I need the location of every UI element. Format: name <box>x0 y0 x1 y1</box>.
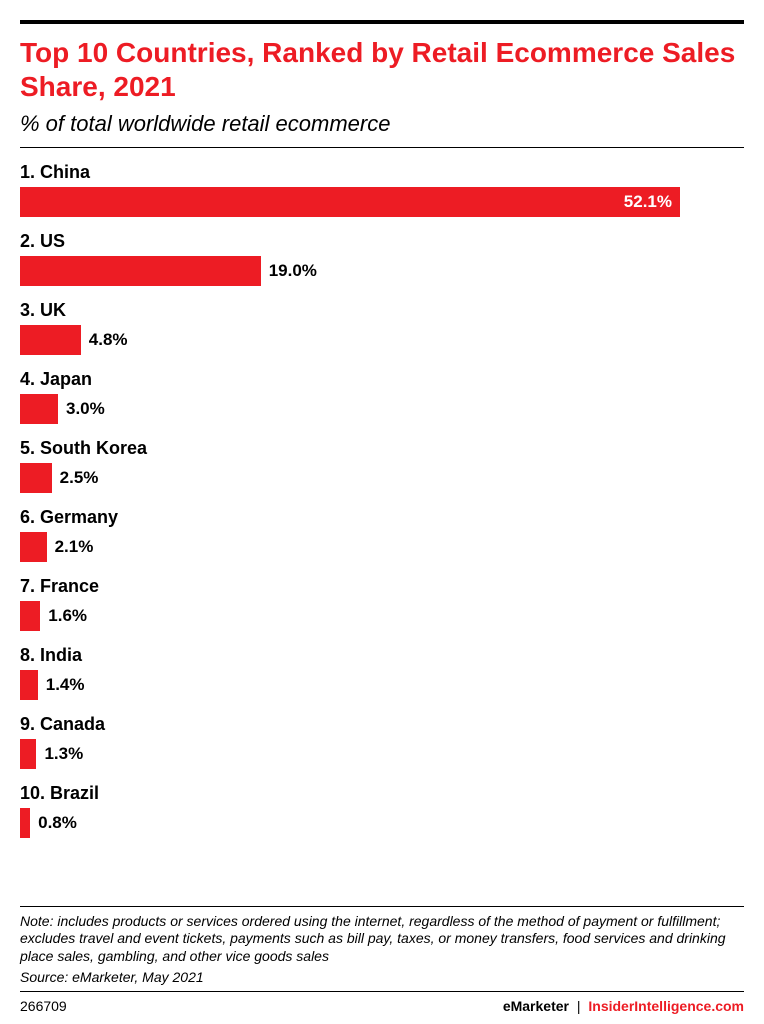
bar <box>20 394 58 424</box>
bar-value: 1.6% <box>48 606 87 626</box>
bar <box>20 601 40 631</box>
chart-row: 4. Japan 3.0% <box>20 369 744 424</box>
bar-value: 2.5% <box>60 468 99 488</box>
bar-line: 0.8% <box>20 808 744 838</box>
row-label: 3. UK <box>20 300 744 321</box>
bar-value: 0.8% <box>38 813 77 833</box>
bar-line: 52.1% <box>20 187 744 217</box>
bar: 52.1% <box>20 187 680 217</box>
bar <box>20 325 81 355</box>
bar-line: 1.4% <box>20 670 744 700</box>
bar-value: 2.1% <box>55 537 94 557</box>
chart-row: 7. France 1.6% <box>20 576 744 631</box>
bottom-line: 266709 eMarketer | InsiderIntelligence.c… <box>20 998 744 1014</box>
row-label: 1. China <box>20 162 744 183</box>
chart-row: 1. China 52.1% <box>20 162 744 217</box>
header-rule <box>20 147 744 148</box>
footer-rule <box>20 906 744 907</box>
bar <box>20 739 36 769</box>
bar-value: 4.8% <box>89 330 128 350</box>
bar-value: 1.4% <box>46 675 85 695</box>
brand-insider: InsiderIntelligence.com <box>588 998 744 1014</box>
bar-line: 4.8% <box>20 325 744 355</box>
bar-value: 3.0% <box>66 399 105 419</box>
chart-title: Top 10 Countries, Ranked by Retail Ecomm… <box>20 36 744 103</box>
row-label: 8. India <box>20 645 744 666</box>
bar-line: 2.5% <box>20 463 744 493</box>
brand-emarketer: eMarketer <box>503 998 569 1014</box>
branding: eMarketer | InsiderIntelligence.com <box>503 998 744 1014</box>
bar-value: 52.1% <box>624 192 672 212</box>
bar-line: 1.3% <box>20 739 744 769</box>
chart-source: Source: eMarketer, May 2021 <box>20 969 744 985</box>
bar <box>20 256 261 286</box>
chart-note: Note: includes products or services orde… <box>20 913 744 966</box>
bar <box>20 670 38 700</box>
chart-row: 5. South Korea 2.5% <box>20 438 744 493</box>
bar-line: 1.6% <box>20 601 744 631</box>
bar <box>20 463 52 493</box>
row-label: 9. Canada <box>20 714 744 735</box>
bar-line: 3.0% <box>20 394 744 424</box>
chart-row: 9. Canada 1.3% <box>20 714 744 769</box>
bar <box>20 808 30 838</box>
bar-value: 1.3% <box>44 744 83 764</box>
row-label: 4. Japan <box>20 369 744 390</box>
top-rule <box>20 20 744 24</box>
chart-row: 10. Brazil 0.8% <box>20 783 744 838</box>
chart-row: 8. India 1.4% <box>20 645 744 700</box>
chart-subtitle: % of total worldwide retail ecommerce <box>20 111 744 137</box>
bar-line: 19.0% <box>20 256 744 286</box>
row-label: 7. France <box>20 576 744 597</box>
bar-chart: 1. China 52.1% 2. US 19.0% 3. UK 4.8% 4. Japan… <box>20 162 744 899</box>
bar-line: 2.1% <box>20 532 744 562</box>
bar <box>20 532 47 562</box>
chart-row: 6. Germany 2.1% <box>20 507 744 562</box>
bar-value: 19.0% <box>269 261 317 281</box>
row-label: 5. South Korea <box>20 438 744 459</box>
chart-row: 2. US 19.0% <box>20 231 744 286</box>
chart-id: 266709 <box>20 998 67 1014</box>
row-label: 10. Brazil <box>20 783 744 804</box>
brand-separator: | <box>577 998 581 1014</box>
bottom-rule <box>20 991 744 992</box>
row-label: 2. US <box>20 231 744 252</box>
chart-row: 3. UK 4.8% <box>20 300 744 355</box>
row-label: 6. Germany <box>20 507 744 528</box>
